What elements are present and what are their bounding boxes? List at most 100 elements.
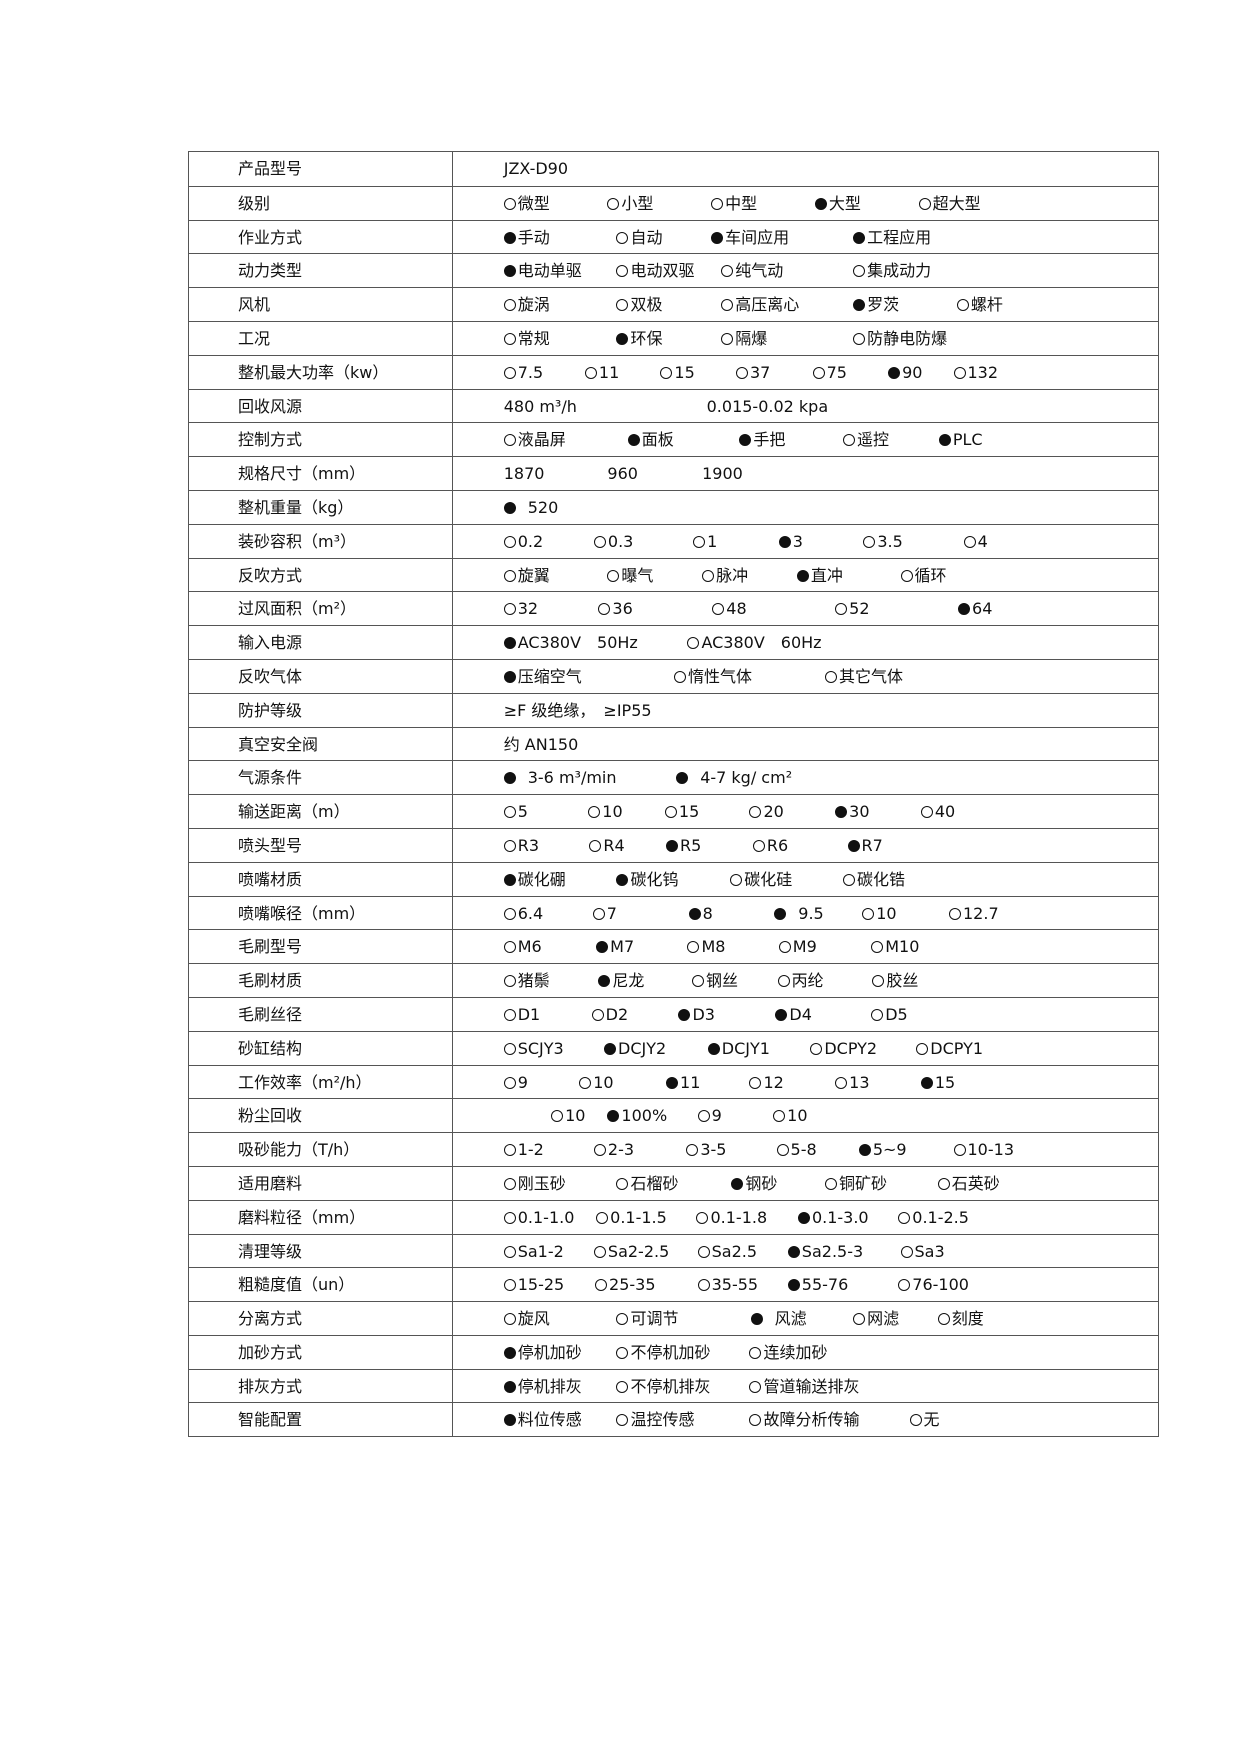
radio-option[interactable]: 3.5 [863, 525, 903, 558]
radio-option[interactable]: Sa2-2.5 [593, 1235, 669, 1268]
radio-option[interactable]: 55-76 [787, 1268, 848, 1301]
radio-option[interactable]: R5 [666, 829, 701, 862]
radio-option[interactable]: 15-25 [503, 1268, 564, 1301]
radio-option[interactable]: 碳化钨 [616, 863, 678, 896]
radio-option[interactable]: 车间应用 [711, 221, 789, 254]
radio-option[interactable]: 15 [920, 1066, 955, 1099]
radio-option[interactable]: 13 [835, 1066, 870, 1099]
radio-option[interactable]: 9 [503, 1066, 528, 1099]
radio-option[interactable]: 大型 [814, 187, 861, 220]
radio-option[interactable]: 故障分析传输 [749, 1403, 859, 1436]
radio-option[interactable]: 螺杆 [956, 288, 1003, 321]
radio-option[interactable]: 10 [862, 897, 897, 930]
radio-option[interactable]: AC380V 50Hz [503, 626, 638, 659]
radio-option[interactable]: 液晶屏 [503, 423, 566, 456]
radio-option[interactable]: 90 [888, 356, 922, 389]
radio-option[interactable]: 电动单驱 [503, 254, 582, 287]
radio-option[interactable]: 10 [588, 795, 623, 828]
radio-option[interactable]: 其它气体 [825, 660, 903, 693]
radio-option[interactable]: 100% [607, 1099, 667, 1132]
radio-option[interactable]: 隔爆 [721, 322, 767, 355]
radio-option[interactable]: 钢砂 [731, 1167, 777, 1200]
radio-option[interactable]: 微型 [503, 187, 550, 220]
radio-option[interactable]: 管道输送排灰 [749, 1370, 859, 1403]
radio-option[interactable]: 75 [812, 356, 847, 389]
radio-option[interactable]: DCPY2 [810, 1032, 877, 1065]
radio-option[interactable]: 9.5 [774, 897, 824, 930]
radio-option[interactable]: 15 [660, 356, 695, 389]
radio-option[interactable]: 10 [551, 1099, 585, 1132]
radio-option[interactable]: 6.4 [503, 897, 543, 930]
radio-option[interactable]: M7 [596, 930, 634, 963]
radio-option[interactable]: 罗茨 [853, 288, 899, 321]
radio-option[interactable]: 10-13 [953, 1133, 1014, 1166]
radio-option[interactable]: 纯气动 [721, 254, 783, 287]
radio-option[interactable]: 11 [666, 1066, 700, 1099]
radio-option[interactable]: 小型 [607, 187, 653, 220]
radio-option[interactable]: Sa3 [900, 1235, 945, 1268]
radio-option[interactable]: D1 [503, 998, 540, 1031]
radio-option[interactable]: 12 [749, 1066, 784, 1099]
radio-option[interactable]: 36 [598, 592, 633, 625]
radio-option[interactable]: 25-35 [595, 1268, 656, 1301]
radio-option[interactable]: M10 [871, 930, 919, 963]
radio-option[interactable]: 11 [584, 356, 619, 389]
radio-option[interactable]: 48 [712, 592, 747, 625]
radio-option[interactable]: 直冲 [796, 559, 843, 592]
radio-option[interactable]: 5~9 [858, 1133, 907, 1166]
radio-option[interactable]: 防静电防爆 [853, 322, 947, 355]
radio-option[interactable]: 手动 [503, 221, 550, 254]
radio-option[interactable]: 曝气 [607, 559, 653, 592]
radio-option[interactable]: R7 [847, 829, 883, 862]
radio-option[interactable]: R3 [503, 829, 539, 862]
radio-option[interactable]: M8 [687, 930, 725, 963]
radio-option[interactable]: 76-100 [898, 1268, 969, 1301]
radio-option[interactable]: 1 [693, 525, 717, 558]
radio-option[interactable]: 循环 [900, 559, 947, 592]
radio-option[interactable]: 手把 [739, 423, 785, 456]
radio-option[interactable]: 0.1-1.5 [596, 1201, 667, 1234]
radio-option[interactable]: Sa2.5 [697, 1235, 757, 1268]
radio-option[interactable]: 0.1-1.0 [503, 1201, 574, 1234]
radio-option[interactable]: 双极 [616, 288, 662, 321]
radio-option[interactable]: 7.5 [503, 356, 543, 389]
radio-option[interactable]: 停机加砂 [503, 1336, 582, 1369]
radio-option[interactable]: 3-5 [686, 1133, 726, 1166]
radio-option[interactable]: DCJY1 [707, 1032, 770, 1065]
radio-option[interactable]: 4-7 kg/ cm² [676, 761, 792, 794]
radio-option[interactable]: 工程应用 [853, 221, 931, 254]
radio-option[interactable]: M9 [778, 930, 817, 963]
radio-option[interactable]: 15 [664, 795, 699, 828]
radio-option[interactable]: 0.1-3.0 [797, 1201, 869, 1234]
radio-option[interactable]: 40 [920, 795, 955, 828]
radio-option[interactable]: 10 [579, 1066, 614, 1099]
radio-option[interactable]: 中型 [711, 187, 757, 220]
radio-option[interactable]: 64 [958, 592, 992, 625]
radio-option[interactable]: 刻度 [937, 1302, 984, 1335]
radio-option[interactable]: 碳化硼 [503, 863, 566, 896]
radio-option[interactable]: 20 [749, 795, 784, 828]
radio-option[interactable]: 0.1-2.5 [898, 1201, 969, 1234]
radio-option[interactable]: 旋风 [503, 1302, 550, 1335]
radio-option[interactable]: 尼龙 [598, 964, 644, 997]
radio-option[interactable]: 常规 [503, 322, 550, 355]
radio-option[interactable]: Sa2.5-3 [787, 1235, 863, 1268]
radio-option[interactable]: 脉冲 [702, 559, 748, 592]
radio-option[interactable]: DCPY1 [916, 1032, 983, 1065]
radio-option[interactable]: 环保 [616, 322, 662, 355]
radio-option[interactable]: 旋翼 [503, 559, 550, 592]
radio-option[interactable]: 猪鬃 [503, 964, 550, 997]
radio-option[interactable]: 52 [835, 592, 870, 625]
radio-option[interactable]: 0.3 [593, 525, 633, 558]
radio-option[interactable]: 2-3 [593, 1133, 634, 1166]
radio-option[interactable]: SCJY3 [503, 1032, 564, 1065]
radio-option[interactable]: 风滤 [750, 1302, 807, 1335]
radio-option[interactable]: 温控传感 [616, 1403, 694, 1436]
radio-option[interactable]: 0.2 [503, 525, 543, 558]
radio-option[interactable]: AC380V 60Hz [687, 626, 822, 659]
radio-option[interactable]: 12.7 [949, 897, 999, 930]
radio-option[interactable]: 自动 [616, 221, 662, 254]
radio-option[interactable]: 惰性气体 [673, 660, 752, 693]
radio-option[interactable]: 电动双驱 [616, 254, 694, 287]
radio-option[interactable]: 连续加砂 [749, 1336, 827, 1369]
